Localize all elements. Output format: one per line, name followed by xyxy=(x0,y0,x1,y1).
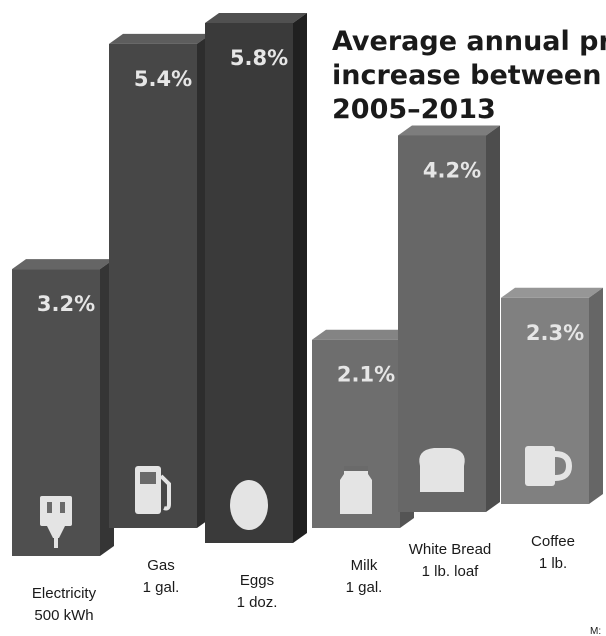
bar-value-label: 4.2% xyxy=(423,158,481,182)
bread-loaf-icon xyxy=(419,448,465,492)
bar-value-label: 2.3% xyxy=(526,321,584,345)
coffee-mug-icon xyxy=(525,446,573,486)
chart-title-line-1: Average annual price xyxy=(332,26,606,57)
bar-top-face xyxy=(205,13,307,23)
category-label-line: 1 gal. xyxy=(346,579,383,596)
chart-title-line-3: 2005–2013 xyxy=(332,94,496,125)
bar-1: 3.2% xyxy=(12,259,114,556)
category-labels: Electricity 500 kWh Gas 1 gal. Eggs 1 doz. Mil… xyxy=(32,533,575,624)
bars: 3.2% 5.4% 5.8% 2.1% 4.2% 2.3% xyxy=(12,13,603,556)
category-label-line: 1 gal. xyxy=(143,579,180,596)
bar-top-face xyxy=(312,329,414,340)
category-label-line: 500 kWh xyxy=(34,607,93,624)
category-label-line: 1 doz. xyxy=(237,594,278,611)
bar-front-face xyxy=(205,23,293,543)
category-label-line: Electricity xyxy=(32,585,97,602)
bar-side-face xyxy=(293,13,307,543)
bar-value-label: 3.2% xyxy=(37,292,95,316)
bar-side-face xyxy=(486,125,500,512)
bar-top-face xyxy=(12,259,114,270)
egg-icon xyxy=(230,480,268,530)
bar-2: 5.4% xyxy=(109,33,211,529)
outlet-plug-icon xyxy=(40,496,72,548)
bar-value-label: 5.8% xyxy=(230,46,288,70)
bar-value-label: 5.4% xyxy=(134,67,192,91)
bar-3: 5.8% xyxy=(205,13,307,543)
bar-side-face xyxy=(589,287,603,504)
bar-value-label: 2.1% xyxy=(337,363,395,387)
bar-top-face xyxy=(109,33,211,44)
bar-6: 2.3% xyxy=(501,287,603,504)
bar-top-face xyxy=(501,287,603,298)
category-label-line: Gas xyxy=(147,557,175,574)
bar-front-face xyxy=(109,43,197,529)
category-label-line: 1 lb. loaf xyxy=(422,563,480,580)
category-label-line: Eggs xyxy=(240,572,274,589)
footer-text: M: xyxy=(590,626,601,636)
category-label-line: 1 lb. xyxy=(539,555,567,572)
milk-carton-icon xyxy=(340,466,372,514)
category-label-line: Milk xyxy=(351,557,378,574)
gas-pump-icon xyxy=(135,466,171,514)
bar-top-face xyxy=(398,125,500,136)
bar-5: 4.2% xyxy=(398,125,500,512)
chart-title-line-2: increase between xyxy=(332,60,601,91)
category-label-line: Coffee xyxy=(531,533,575,550)
category-label-line: White Bread xyxy=(409,541,492,558)
